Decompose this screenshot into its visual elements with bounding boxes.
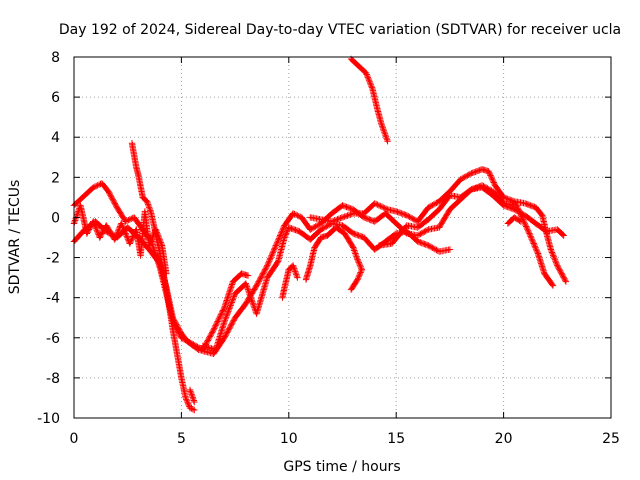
marker-track: [199, 220, 454, 353]
x-tick-label: 20: [495, 431, 513, 447]
series-track-i: [307, 166, 570, 285]
marker-track: [186, 386, 198, 406]
plot-frame: [73, 56, 612, 419]
y-tick-label: -8: [46, 371, 60, 387]
x-tick-label: 15: [387, 431, 405, 447]
y-tick-label: 0: [51, 210, 60, 226]
marker-track: [302, 224, 365, 293]
marker-track: [375, 182, 557, 289]
y-axis-label: SDTVAR / TECUs: [7, 180, 23, 295]
series-track-g: [302, 224, 365, 293]
y-tick-label: 4: [51, 130, 60, 146]
axis-ticks: 0 5 10 15 20 25 -10 -8 -6 -4 -2 0 2 4 6 8: [37, 50, 620, 447]
series-track-k: [375, 182, 557, 289]
marker-track: [279, 262, 301, 301]
series-track-d: [186, 386, 198, 406]
y-tick-label: -4: [46, 291, 60, 307]
y-tick-label: 8: [51, 50, 60, 66]
y-tick-label: 2: [51, 170, 60, 186]
series-track-e: [199, 220, 454, 353]
y-tick-label: -10: [37, 411, 60, 427]
marker-track: [347, 55, 391, 145]
x-axis-label: GPS time / hours: [283, 459, 400, 475]
y-tick-label: -2: [46, 251, 60, 267]
y-tick-label: -6: [46, 331, 60, 347]
x-tick-label: 25: [602, 431, 620, 447]
y-tick-label: 6: [51, 90, 60, 106]
marker-track: [504, 214, 524, 227]
x-tick-label: 10: [280, 431, 298, 447]
marker-track: [307, 166, 570, 285]
chart-title: Day 192 of 2024, Sidereal Day-to-day VTE…: [59, 22, 621, 38]
series-track-j: [504, 214, 524, 227]
x-tick-label: 0: [70, 431, 79, 447]
x-tick-label: 5: [177, 431, 186, 447]
series-track-h: [347, 55, 391, 145]
series-track-f: [279, 262, 301, 301]
